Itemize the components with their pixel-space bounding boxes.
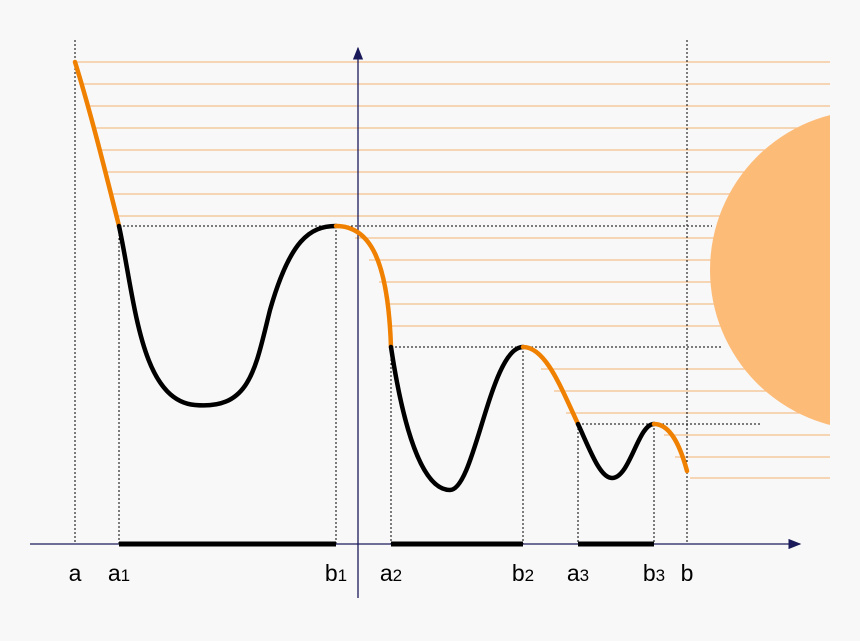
label-base: b	[512, 560, 525, 586]
point-label: a	[69, 560, 82, 586]
label-subscript: 2	[393, 566, 402, 585]
label-subscript: 1	[338, 566, 347, 585]
guides	[74, 40, 762, 544]
sun	[710, 115, 830, 425]
point-label: a2	[380, 560, 402, 586]
point-label: a3	[567, 560, 589, 586]
point-label: a1	[108, 560, 130, 586]
label-base: a	[108, 560, 121, 586]
point-label: b1	[325, 560, 347, 586]
labels: a a1 b1 a2 b2 a3 b3 b	[69, 560, 694, 586]
label-subscript: 2	[525, 566, 534, 585]
label-base: a	[567, 560, 580, 586]
label-base: b	[325, 560, 338, 586]
curve	[72, 59, 690, 493]
point-label: b	[681, 560, 694, 586]
label-subscript: 1	[121, 566, 130, 585]
label-subscript: 3	[656, 566, 665, 585]
label-base: b	[681, 560, 694, 586]
label-base: a	[69, 560, 82, 586]
label-base: a	[380, 560, 393, 586]
point-label: b2	[512, 560, 534, 586]
label-subscript: 3	[580, 566, 589, 585]
label-base: b	[643, 560, 656, 586]
point-label: b3	[643, 560, 665, 586]
